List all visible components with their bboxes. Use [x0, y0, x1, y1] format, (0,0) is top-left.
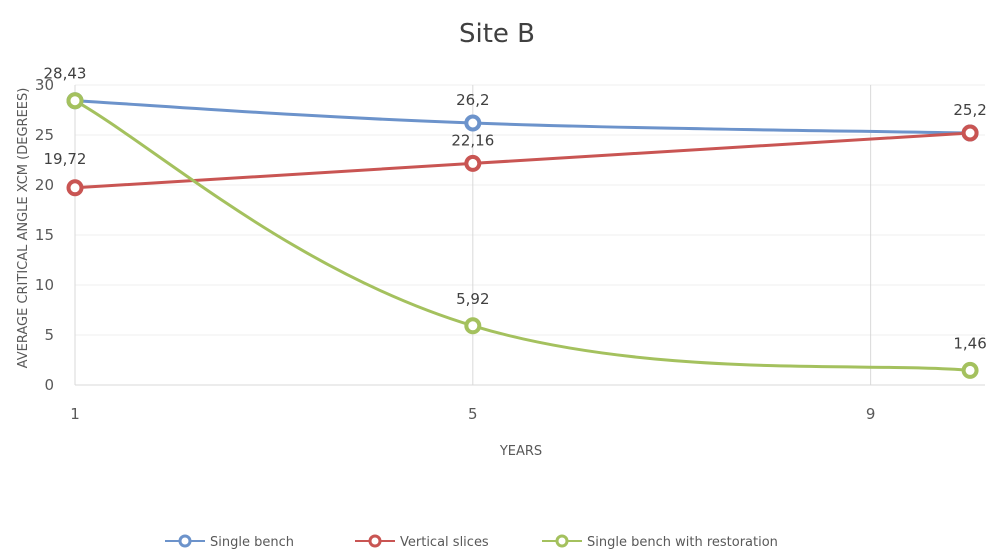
legend-item-single-bench: Single bench	[165, 534, 294, 550]
data-label: 25,2	[953, 101, 986, 119]
series-group	[66, 92, 979, 379]
legend: Single bench Vertical slices Single bench …	[165, 534, 778, 550]
legend-label: Single bench	[210, 535, 294, 550]
data-point-vertical-slices	[961, 124, 979, 142]
chart-title: Site B	[459, 19, 535, 49]
data-label: 22,16	[451, 131, 494, 149]
legend-label: Vertical slices	[400, 535, 489, 550]
y-tick-label: 20	[35, 176, 54, 194]
series-line-vertical-slices	[74, 131, 971, 190]
data-label: 19,72	[44, 150, 87, 168]
data-point-vertical-slices	[464, 154, 482, 172]
data-point-single-bench-with-restoration	[66, 92, 84, 110]
x-tick-label: 5	[468, 405, 478, 423]
data-label: 26,2	[456, 91, 489, 109]
legend-marker	[368, 534, 382, 548]
y-tick-label: 0	[44, 376, 54, 394]
legend-item-single-bench-with-restoration: Single bench with restoration	[542, 534, 778, 550]
y-axis-title: AVERAGE CRITICAL ANGLE XCM (DEGREES)	[16, 88, 31, 369]
y-axis-ticks: 0 5 10 15 20 25 30	[35, 76, 54, 394]
legend-marker	[555, 534, 569, 548]
x-tick-label: 1	[70, 405, 80, 423]
legend-marker	[178, 534, 192, 548]
y-tick-label: 30	[35, 76, 54, 94]
legend-item-vertical-slices: Vertical slices	[355, 534, 489, 550]
y-tick-label: 15	[35, 226, 54, 244]
x-axis-title: YEARS	[499, 444, 542, 459]
series-line-single-bench	[74, 99, 971, 135]
data-labels: 28,43 26,2 25,2 19,72 22,16 5,92 1,46	[44, 65, 987, 353]
y-tick-label: 5	[44, 326, 54, 344]
data-label: 1,46	[953, 334, 986, 352]
data-point-single-bench-with-restoration	[961, 361, 979, 379]
y-tick-label: 10	[35, 276, 54, 294]
data-point-single-bench	[464, 114, 482, 132]
data-label: 5,92	[456, 290, 489, 308]
data-label: 28,43	[44, 65, 87, 83]
data-point-single-bench-with-restoration	[464, 317, 482, 335]
y-tick-label: 25	[35, 126, 54, 144]
x-axis-ticks: 1 5 9	[70, 405, 875, 423]
gridlines	[74, 84, 985, 386]
legend-label: Single bench with restoration	[587, 535, 778, 550]
x-tick-label: 9	[866, 405, 876, 423]
data-point-vertical-slices	[66, 179, 84, 197]
